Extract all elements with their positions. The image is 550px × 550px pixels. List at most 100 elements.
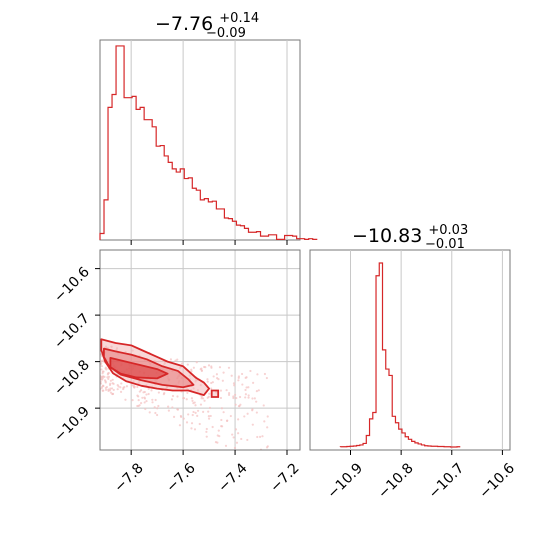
joint-scatter-point xyxy=(200,367,203,370)
joint-scatter-point xyxy=(237,404,241,408)
joint-scatter-point xyxy=(192,366,195,369)
joint-scatter-point xyxy=(191,399,194,402)
joint-scatter-point xyxy=(251,423,254,426)
joint-xtick-label-2: −7.4 xyxy=(215,460,250,495)
hist-y-gridlines xyxy=(350,250,503,450)
joint-scatter-point xyxy=(262,404,265,407)
joint-scatter-point xyxy=(110,387,114,390)
joint-scatter-point xyxy=(255,454,257,456)
joint-scatter-point xyxy=(221,379,224,382)
joint-scatter-point xyxy=(211,381,214,384)
joint-scatter-point xyxy=(253,397,256,400)
joint-scatter-point xyxy=(154,411,157,415)
joint-scatter-point xyxy=(119,386,122,389)
joint-scatter-point xyxy=(176,358,179,361)
joint-scatter-point xyxy=(255,411,258,414)
joint-scatter-point xyxy=(143,396,146,399)
joint-scatter-point xyxy=(100,368,103,371)
joint-scatter-point xyxy=(137,399,140,402)
hist-x-ticks xyxy=(130,240,288,245)
hist-x-title: −7.76 +0.14 xyxy=(155,11,259,35)
joint-scatter-point xyxy=(206,380,209,383)
joint-scatter-point xyxy=(203,365,206,369)
joint-scatter-point xyxy=(237,375,241,378)
joint-scatter-point xyxy=(109,391,113,394)
joint-scatter-point xyxy=(108,383,112,387)
joint-scatter-point xyxy=(247,394,250,397)
joint-scatter-point xyxy=(247,386,250,389)
joint-scatter-point xyxy=(102,384,105,388)
joint-scatter-point xyxy=(101,377,104,380)
joint-scatter-point xyxy=(111,382,114,385)
joint-frame xyxy=(99,249,301,451)
joint-scatter-point xyxy=(245,386,248,389)
joint-scatter-point xyxy=(218,366,222,369)
joint-scatter-point xyxy=(154,398,157,402)
joint-scatter-point xyxy=(212,375,215,378)
joint-scatter-point xyxy=(101,372,104,375)
joint-scatter-point xyxy=(219,396,223,400)
joint-scatter-point xyxy=(185,398,188,401)
joint-scatter-point xyxy=(136,394,139,397)
joint-scatter-point xyxy=(106,372,110,375)
joint-contour-island-0 xyxy=(210,389,220,398)
joint-scatter-point xyxy=(207,364,211,367)
joint-scatter-point xyxy=(199,403,203,406)
joint-scatter-point xyxy=(192,410,195,414)
joint-scatter-point xyxy=(246,412,249,415)
joint-scatter-point xyxy=(176,395,179,398)
joint-scatter-point xyxy=(240,437,243,441)
joint-scatter-point xyxy=(227,393,231,396)
joint-scatter-point xyxy=(157,404,160,408)
joint-scatter-point xyxy=(111,378,114,381)
joint-scatter-point xyxy=(265,376,268,380)
joint-scatter-point xyxy=(232,395,235,398)
hist-y-tick-label-0: −10.9 xyxy=(324,460,366,502)
joint-scatter-point xyxy=(194,411,197,414)
joint-scatter-point xyxy=(132,385,135,388)
joint-scatter-point xyxy=(101,359,104,362)
joint-scatter-point xyxy=(120,382,123,385)
joint-scatter-point xyxy=(210,381,213,385)
joint-scatter-point xyxy=(208,406,212,409)
joint-scatter-point xyxy=(150,389,153,392)
joint-scatter-point xyxy=(266,426,269,429)
joint-scatter-point xyxy=(163,392,166,395)
hist-y-title: −10.83 +0.03 xyxy=(352,223,468,247)
hist-y-tick-label-3: −10.6 xyxy=(476,460,518,502)
hist-y-title-lower: −0.01 xyxy=(425,237,465,252)
joint-scatter-point xyxy=(147,387,150,390)
joint-scatter-point xyxy=(249,369,252,373)
joint-scatter-point xyxy=(190,368,193,371)
joint-scatter-point xyxy=(125,385,129,388)
joint-scatter-point xyxy=(232,382,236,385)
joint-scatter-point xyxy=(255,400,258,403)
joint-scatter-point xyxy=(198,422,201,426)
joint-scatter-point xyxy=(205,435,208,438)
joint-scatter-point xyxy=(247,396,250,399)
joint-scatter-point xyxy=(180,362,184,365)
hist-y-title-value: −10.83 xyxy=(352,225,422,247)
joint-scatter-point xyxy=(193,401,196,404)
joint-scatter-point xyxy=(100,365,103,368)
joint-scatter-point xyxy=(246,438,249,442)
joint-scatter-point xyxy=(257,459,259,461)
joint-scatter-point xyxy=(176,408,180,411)
joint-scatter-point xyxy=(217,377,220,381)
joint-scatter-point xyxy=(200,369,203,372)
joint-scatter-point xyxy=(209,414,212,418)
joint-scatter-point xyxy=(237,379,240,382)
joint-xtick-label-3: −7.2 xyxy=(267,460,302,495)
joint-scatter-point xyxy=(178,424,182,427)
joint-scatter-point xyxy=(234,428,238,431)
joint-scatter-point xyxy=(182,397,185,400)
joint-scatter-point xyxy=(206,378,209,381)
joint-scatter-point xyxy=(258,435,262,438)
joint-scatter-point xyxy=(170,398,174,401)
joint-scatter-point xyxy=(116,388,119,391)
joint-scatter-point xyxy=(207,415,210,418)
joint-scatter-point xyxy=(225,389,228,392)
joint-scatter-point xyxy=(172,415,176,419)
joint-scatter-point xyxy=(157,391,160,394)
